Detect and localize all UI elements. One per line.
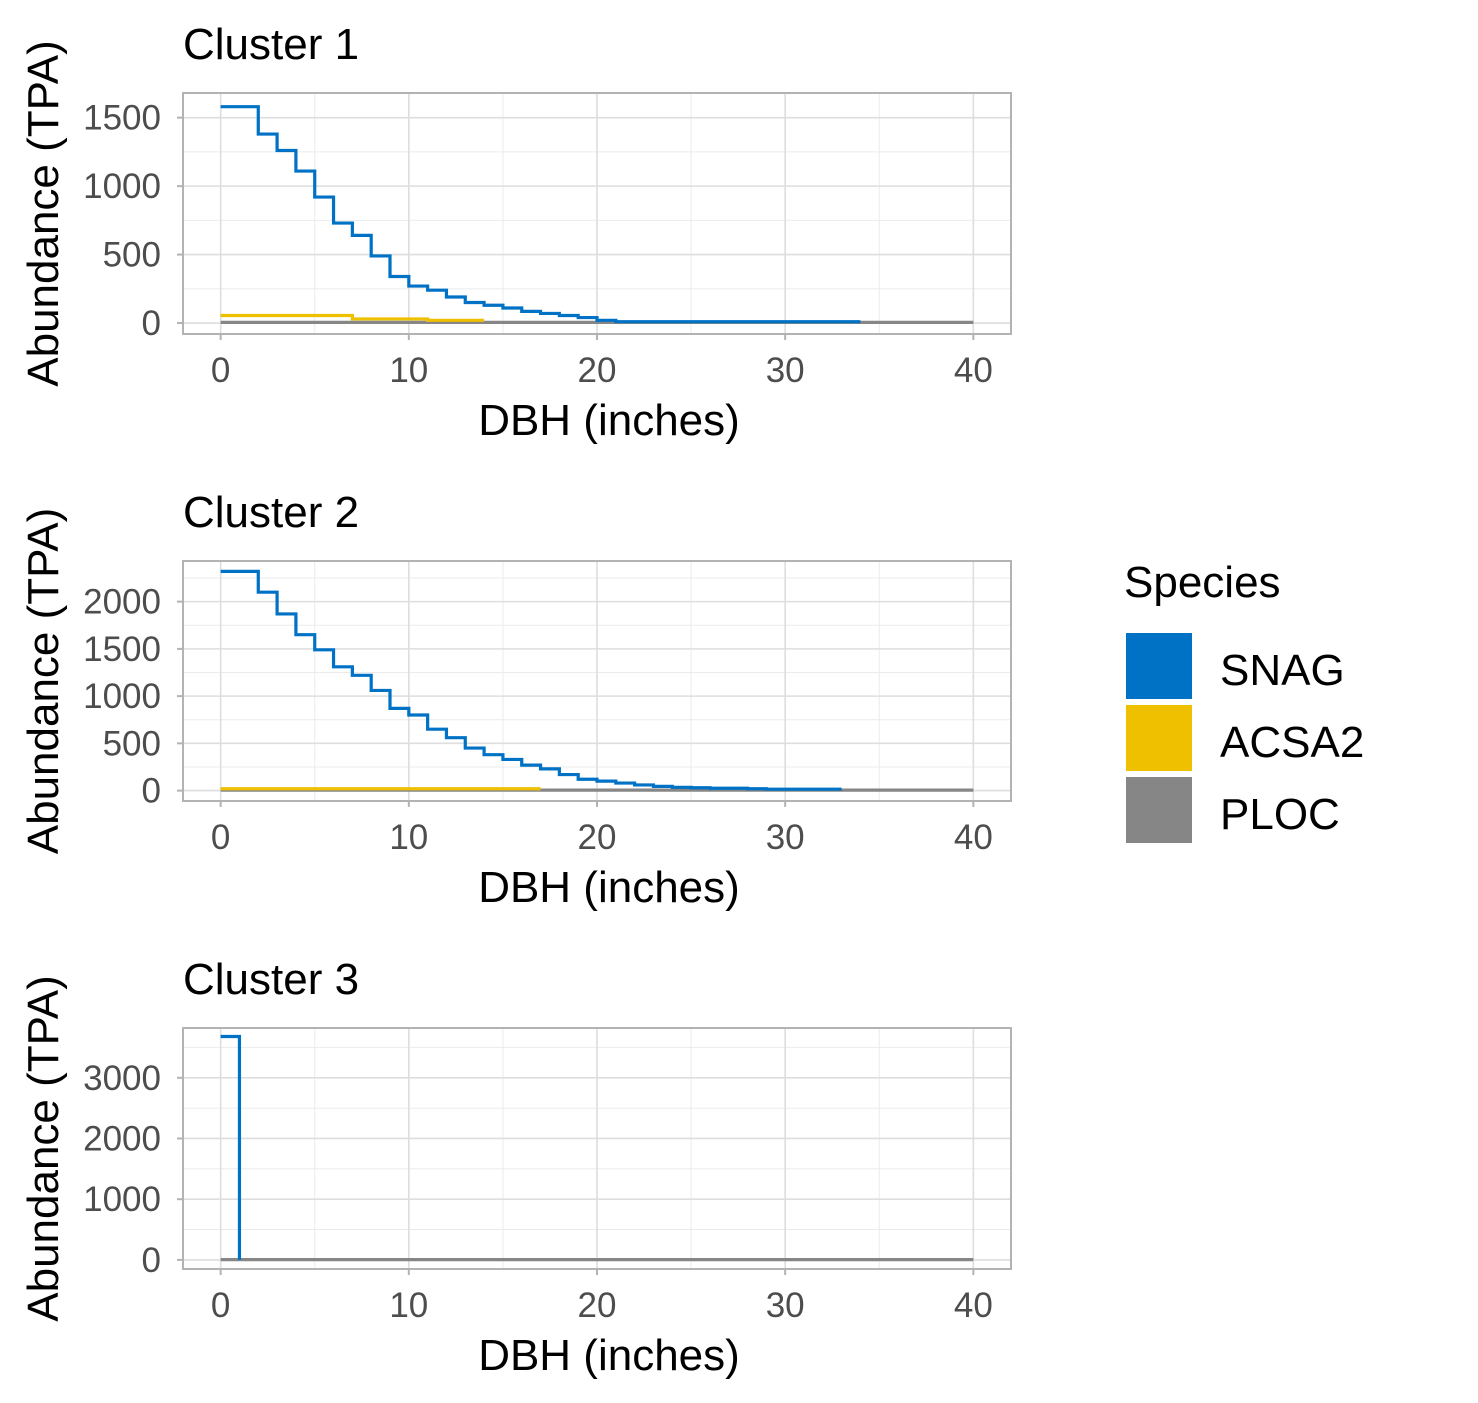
chart-panel-1: 0 10 20 30 40 0 500 1000 1500 Cluster 1 DBH (inche… <box>19 20 1012 445</box>
legend: Species SNAG ACSA2 PLOC <box>1124 558 1364 843</box>
series-line-acsa2 <box>220 313 485 322</box>
legend-label-ploc: PLOC <box>1220 790 1340 839</box>
y-axis-label: Abundance (TPA) <box>19 975 68 1321</box>
x-axis-label: DBH (inches) <box>478 863 740 912</box>
legend-title: Species <box>1124 558 1281 607</box>
chart-title: Cluster 3 <box>183 955 359 1004</box>
x-tick-label: 20 <box>578 818 617 857</box>
y-tick-label: 2000 <box>83 1119 161 1158</box>
x-tick-label: 40 <box>954 351 993 390</box>
y-tick-label: 500 <box>103 724 161 763</box>
legend-key-ploc <box>1126 777 1192 843</box>
legend-label-snag: SNAG <box>1220 646 1345 695</box>
x-tick-label: 10 <box>389 818 428 857</box>
y-axis-label: Abundance (TPA) <box>19 508 68 854</box>
x-tick-label: 40 <box>954 1286 993 1325</box>
y-tick-label: 1000 <box>83 1180 161 1219</box>
x-tick-label: 10 <box>389 1286 428 1325</box>
y-tick-label: 3000 <box>83 1059 161 1098</box>
x-axis-label: DBH (inches) <box>478 396 740 445</box>
x-tick-label: 40 <box>954 818 993 857</box>
x-tick-label: 30 <box>766 1286 805 1325</box>
legend-key-acsa2 <box>1126 705 1192 771</box>
chart-title: Cluster 2 <box>183 488 359 537</box>
y-tick-label: 500 <box>103 236 161 275</box>
x-tick-label: 10 <box>389 351 428 390</box>
x-tick-label: 30 <box>766 351 805 390</box>
x-tick-label: 20 <box>578 1286 617 1325</box>
y-tick-label: 1000 <box>83 677 161 716</box>
y-tick-label: 1500 <box>83 99 161 138</box>
y-axis-label: Abundance (TPA) <box>19 40 68 386</box>
chart-title: Cluster 1 <box>183 20 359 69</box>
y-tick-label: 1500 <box>83 630 161 669</box>
x-tick-label: 0 <box>211 1286 230 1325</box>
series-line-snag <box>220 105 861 324</box>
y-tick-label: 0 <box>142 304 161 343</box>
x-axis-label: DBH (inches) <box>478 1331 740 1380</box>
series-line-snag <box>220 1034 242 1260</box>
y-tick-label: 0 <box>142 772 161 811</box>
y-tick-label: 0 <box>142 1241 161 1280</box>
chart-panel-2: 0 10 20 30 40 0 500 1000 1500 2000 Cluster 2 DBH (i… <box>19 488 1012 912</box>
y-tick-label: 1000 <box>83 167 161 206</box>
x-tick-label: 0 <box>211 351 230 390</box>
x-tick-label: 0 <box>211 818 230 857</box>
chart-panel-3: 0 10 20 30 40 0 1000 2000 3000 Cluster 3 DBH (inch… <box>19 955 1012 1380</box>
series-line-snag <box>220 569 842 791</box>
x-tick-label: 20 <box>578 351 617 390</box>
y-tick-label: 2000 <box>83 583 161 622</box>
legend-key-snag <box>1126 633 1192 699</box>
x-tick-label: 30 <box>766 818 805 857</box>
legend-label-acsa2: ACSA2 <box>1220 718 1364 767</box>
